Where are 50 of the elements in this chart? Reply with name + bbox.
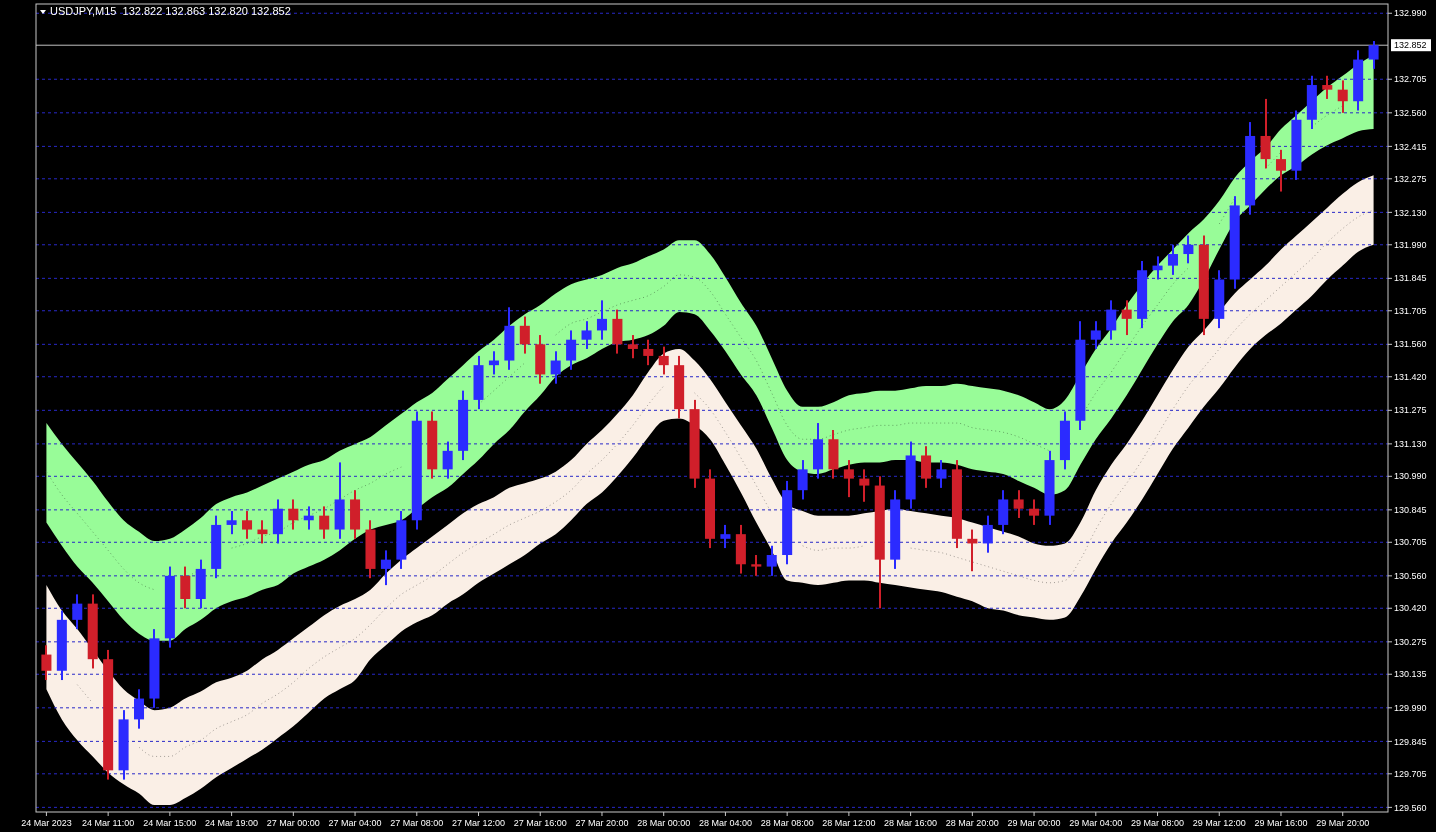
y-tick-label: 130.135 bbox=[1394, 669, 1427, 680]
x-tick-label: 27 Mar 16:00 bbox=[513, 818, 567, 828]
x-tick-label: 24 Mar 19:00 bbox=[205, 818, 259, 828]
x-tick-label: 29 Mar 16:00 bbox=[1254, 818, 1308, 828]
candlestick bbox=[751, 555, 762, 576]
y-tick-label: 131.275 bbox=[1394, 405, 1427, 416]
y-tick-label: 131.130 bbox=[1394, 439, 1427, 450]
x-tick-label: 24 Mar 15:00 bbox=[143, 818, 197, 828]
y-tick-label: 130.560 bbox=[1394, 571, 1427, 581]
x-tick-label: 29 Mar 20:00 bbox=[1316, 818, 1370, 828]
y-tick-label: 130.275 bbox=[1394, 636, 1427, 647]
x-tick-label: 28 Mar 16:00 bbox=[884, 818, 938, 828]
x-tick-label: 29 Mar 04:00 bbox=[1069, 818, 1123, 828]
y-tick-label: 130.990 bbox=[1394, 471, 1427, 482]
y-tick-label: 131.990 bbox=[1394, 239, 1427, 250]
y-tick-label: 130.705 bbox=[1394, 537, 1427, 548]
y-tick-label: 132.990 bbox=[1394, 8, 1427, 19]
x-tick-label: 24 Mar 11:00 bbox=[81, 818, 135, 828]
y-tick-label: 131.560 bbox=[1394, 339, 1427, 350]
x-tick-label: 28 Mar 20:00 bbox=[945, 818, 999, 828]
x-tick-label: 24 Mar 2023 bbox=[21, 818, 72, 828]
x-tick-label: 29 Mar 08:00 bbox=[1131, 818, 1185, 828]
y-tick-label: 131.705 bbox=[1394, 305, 1427, 316]
candlestick bbox=[1044, 450, 1055, 525]
y-tick-label: 132.705 bbox=[1394, 74, 1427, 85]
y-tick-label: 132.560 bbox=[1394, 107, 1427, 118]
ref-line-label: 132.852 bbox=[1394, 40, 1427, 51]
y-tick-label: 130.845 bbox=[1394, 505, 1427, 516]
chart-title: USDJPY,M15 132.822 132.863 132.820 132.852 bbox=[50, 5, 291, 17]
y-tick-label: 132.415 bbox=[1394, 141, 1427, 152]
y-tick-label: 129.705 bbox=[1394, 768, 1427, 779]
x-tick-label: 27 Mar 00:00 bbox=[266, 818, 320, 828]
x-tick-label: 29 Mar 12:00 bbox=[1192, 818, 1246, 828]
x-tick-label: 29 Mar 00:00 bbox=[1007, 818, 1061, 828]
y-tick-label: 131.420 bbox=[1394, 371, 1427, 382]
x-tick-label: 27 Mar 08:00 bbox=[390, 818, 444, 828]
y-tick-label: 129.990 bbox=[1394, 702, 1427, 713]
x-tick-label: 28 Mar 08:00 bbox=[760, 818, 814, 828]
y-tick-label: 132.275 bbox=[1394, 173, 1427, 184]
x-tick-label: 27 Mar 04:00 bbox=[328, 818, 382, 828]
y-tick-label: 129.845 bbox=[1394, 736, 1427, 747]
y-tick-label: 132.130 bbox=[1394, 207, 1427, 218]
x-tick-label: 28 Mar 12:00 bbox=[822, 818, 876, 828]
y-tick-label: 129.560 bbox=[1394, 802, 1427, 813]
x-tick-label: 27 Mar 12:00 bbox=[451, 818, 506, 828]
x-tick-label: 28 Mar 00:00 bbox=[637, 818, 691, 828]
x-tick-label: 27 Mar 20:00 bbox=[575, 818, 629, 828]
y-tick-label: 131.845 bbox=[1394, 273, 1427, 284]
y-tick-label: 130.420 bbox=[1394, 603, 1427, 614]
x-tick-label: 28 Mar 04:00 bbox=[698, 818, 752, 828]
